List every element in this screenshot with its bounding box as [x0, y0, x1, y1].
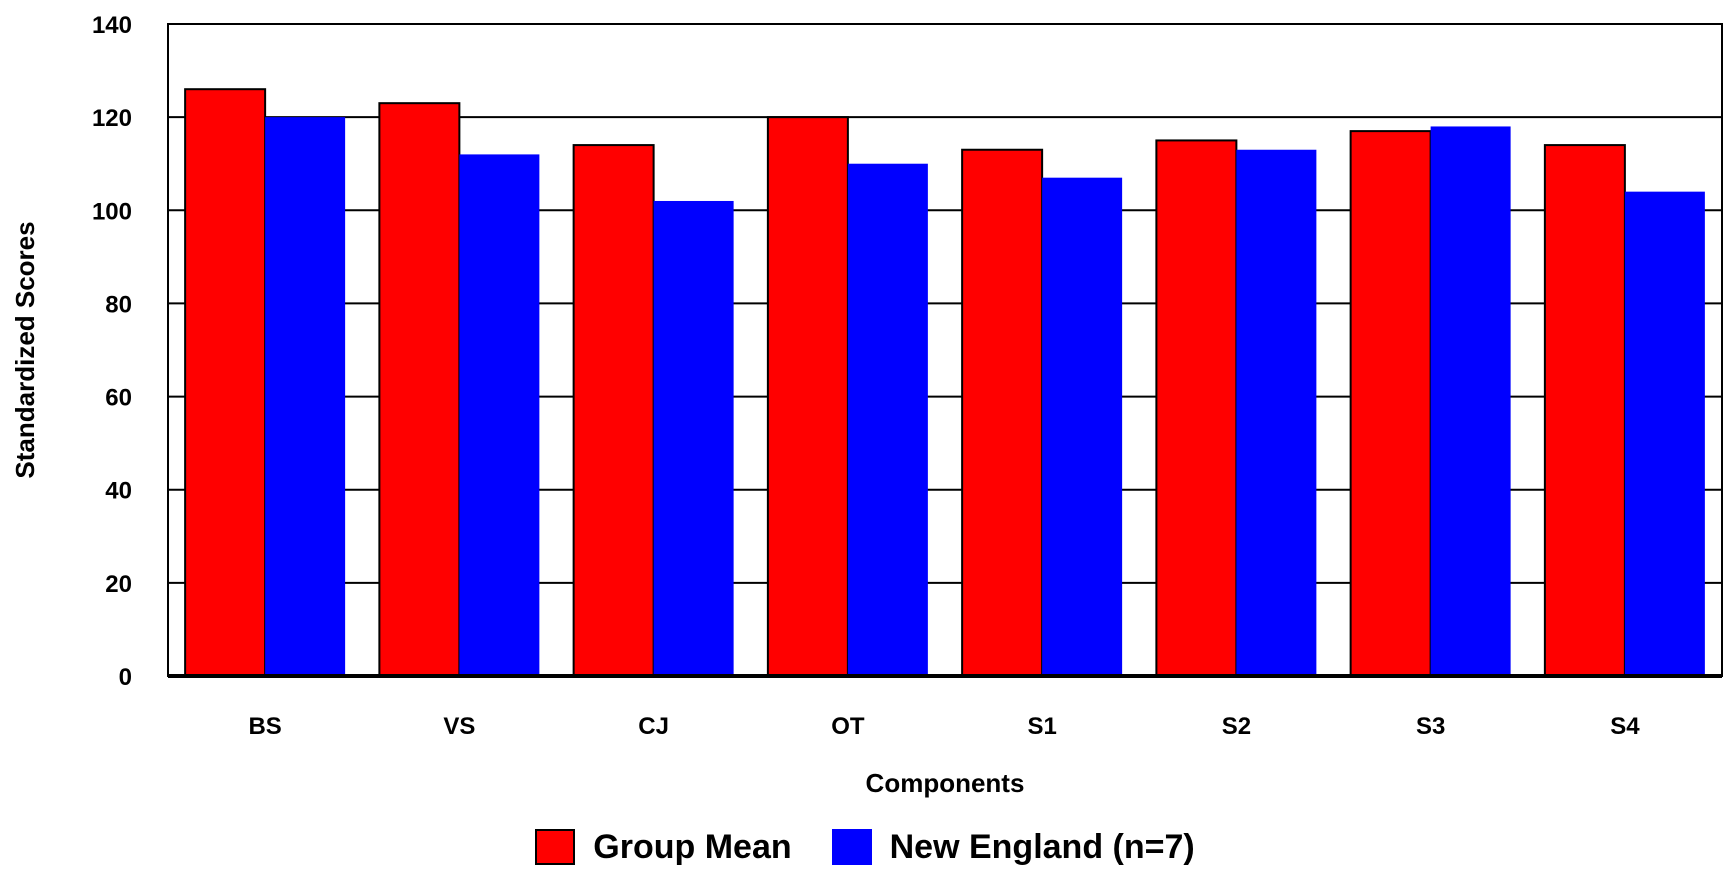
- bar-group-mean-s3: [1349, 130, 1432, 678]
- bar-new-england-cj: [653, 200, 734, 676]
- bar-new-england-bs: [265, 117, 346, 676]
- bar-group-mean-s4: [1543, 144, 1626, 678]
- y-tick-label: 120: [92, 105, 132, 132]
- bar-new-england-ot: [847, 163, 928, 676]
- legend: Group Mean New England (n=7): [0, 822, 1730, 872]
- x-tick-label-cj: CJ: [638, 713, 669, 740]
- legend-swatch-group-mean: [535, 829, 576, 865]
- x-axis-title: Components: [866, 768, 1025, 798]
- x-tick-label-s2: S2: [1222, 713, 1251, 740]
- x-tick-label-s4: S4: [1610, 713, 1640, 740]
- legend-item-new-england: New England (n=7): [831, 827, 1195, 867]
- x-tick-label-bs: BS: [248, 713, 281, 740]
- legend-item-group-mean: Group Mean: [535, 827, 792, 867]
- y-tick-label: 60: [105, 385, 132, 412]
- bar-new-england-s4: [1624, 191, 1705, 676]
- bar-new-england-vs: [459, 154, 540, 676]
- bar-group-mean-s2: [1155, 139, 1238, 677]
- bar-chart: 0 20 40 60 80 100 120 140 BS VS CJ OT S1 S2 S3 S4 Stan…: [10, 12, 1723, 798]
- bar-group-mean-ot: [766, 116, 849, 677]
- bar-group-mean-bs: [184, 88, 267, 677]
- bar-new-england-s1: [1042, 177, 1123, 676]
- bar-group-mean-cj: [572, 144, 655, 678]
- x-tick-label-ot: OT: [831, 713, 865, 740]
- bar-group-mean-s1: [961, 148, 1044, 677]
- bar-group-mean-vs: [378, 102, 461, 677]
- legend-swatch-new-england: [831, 829, 872, 865]
- y-tick-label: 40: [105, 478, 132, 505]
- y-tick-label: 80: [105, 291, 132, 318]
- bar-new-england-s3: [1430, 126, 1511, 676]
- y-tick-labels: 0 20 40 60 80 100 120 140: [92, 12, 132, 691]
- x-tick-labels: BS VS CJ OT S1 S2 S3 S4: [248, 713, 1640, 740]
- x-tick-label-s1: S1: [1027, 713, 1056, 740]
- y-axis-title: Standardized Scores: [10, 221, 40, 478]
- bars: [184, 88, 1705, 678]
- bar-new-england-s2: [1236, 149, 1317, 676]
- y-tick-label: 140: [92, 12, 132, 39]
- x-tick-label-vs: VS: [443, 713, 475, 740]
- y-tick-label: 20: [105, 571, 132, 598]
- legend-label-new-england: New England (n=7): [889, 827, 1195, 866]
- y-tick-label: 0: [119, 664, 132, 691]
- y-tick-label: 100: [92, 198, 132, 225]
- legend-label-group-mean: Group Mean: [593, 827, 792, 866]
- x-tick-label-s3: S3: [1416, 713, 1445, 740]
